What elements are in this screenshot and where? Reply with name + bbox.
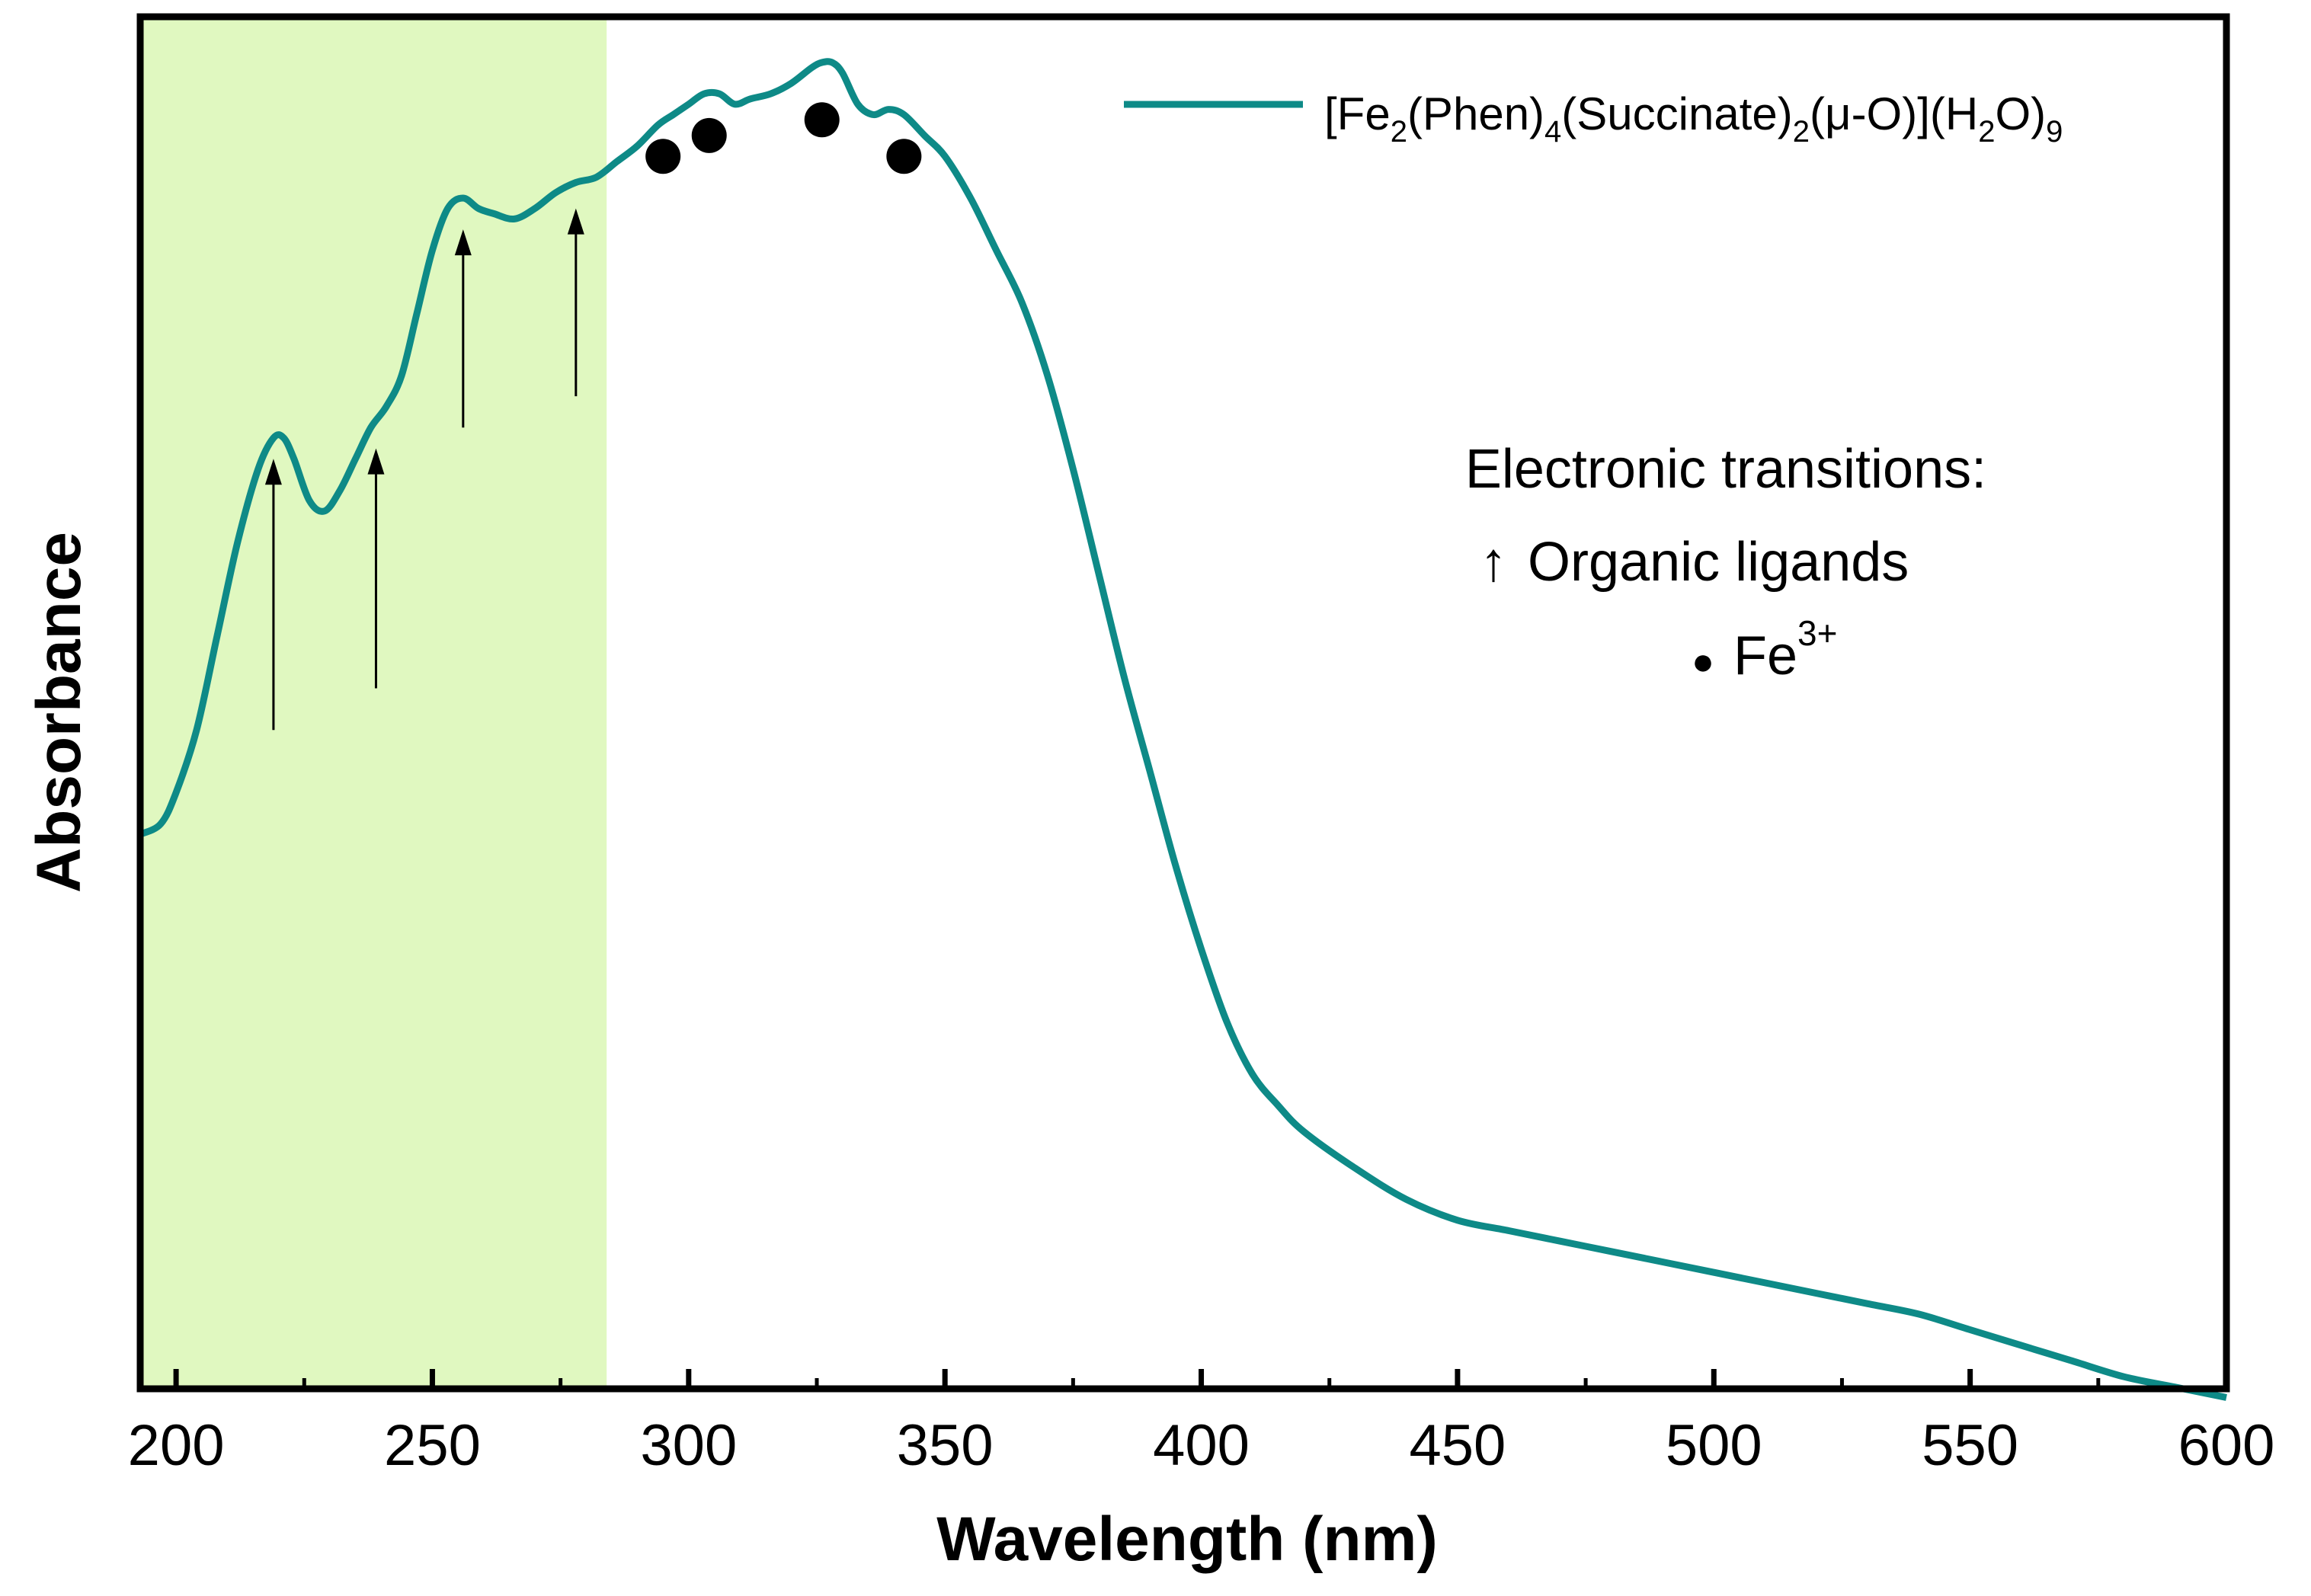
x-tick-label: 400 bbox=[1153, 1413, 1250, 1478]
fe-transition-marker-3 bbox=[804, 102, 840, 138]
annotation-fe-symbol: Fe bbox=[1733, 625, 1797, 686]
x-tick-label: 450 bbox=[1410, 1413, 1506, 1478]
y-axis-title: Absorbance bbox=[24, 532, 94, 893]
legend-text-part: (Phen) bbox=[1407, 88, 1544, 139]
ligand-arrow-1 bbox=[264, 459, 282, 731]
annotation-ligands: Organic ligands bbox=[1528, 532, 1909, 593]
fe-transition-marker-4 bbox=[886, 139, 922, 174]
annotation-fe-charge: 3+ bbox=[1797, 613, 1837, 653]
x-tick-label: 350 bbox=[897, 1413, 994, 1478]
fe-transition-marker-2 bbox=[691, 117, 727, 153]
legend: [Fe2(Phen)4(Succinate)2(μ-O)](H2O)9 bbox=[1124, 88, 2063, 149]
legend-subscript: 2 bbox=[1793, 115, 1810, 149]
absorbance-series-line bbox=[138, 58, 2227, 1401]
legend-subscript: 4 bbox=[1544, 115, 1561, 149]
legend-text-part: [Fe bbox=[1324, 88, 1391, 139]
uv-shaded-region bbox=[140, 17, 607, 1389]
legend-series-label: [Fe2(Phen)4(Succinate)2(μ-O)](H2O)9 bbox=[1324, 88, 2063, 149]
legend-text-part: (Succinate) bbox=[1561, 88, 1792, 139]
legend-subscript: 9 bbox=[2046, 115, 2063, 149]
x-tick-label: 550 bbox=[1922, 1413, 2018, 1478]
x-tick-label: 300 bbox=[640, 1413, 737, 1478]
x-tick-label: 600 bbox=[2178, 1413, 2275, 1478]
annotation-title: Electronic transitions: bbox=[1465, 439, 1986, 500]
ligand-arrow-3 bbox=[454, 229, 472, 428]
transition-annotation: Electronic transitions: ↑ Organic ligand… bbox=[1465, 439, 1986, 686]
legend-text-part: (μ-O)](H bbox=[1810, 88, 1978, 139]
legend-subscript: 2 bbox=[1391, 115, 1407, 149]
x-tick-label: 200 bbox=[128, 1413, 225, 1478]
legend-text-part: O) bbox=[1995, 88, 2046, 139]
legend-subscript: 2 bbox=[1978, 115, 1995, 149]
x-tick-label: 500 bbox=[1666, 1413, 1762, 1478]
dot-icon: ● bbox=[1692, 640, 1714, 683]
ligand-arrow-4 bbox=[567, 208, 584, 397]
annotation-fe: Fe3+ bbox=[1733, 613, 1837, 686]
fe-transition-marker-1 bbox=[645, 139, 681, 174]
plot-frame bbox=[136, 13, 2230, 1393]
x-axis-title: Wavelength (nm) bbox=[936, 1505, 1438, 1574]
x-tick-label: 250 bbox=[384, 1413, 481, 1478]
up-arrow-icon: ↑ bbox=[1480, 532, 1507, 593]
ligand-arrow-2 bbox=[367, 448, 385, 689]
